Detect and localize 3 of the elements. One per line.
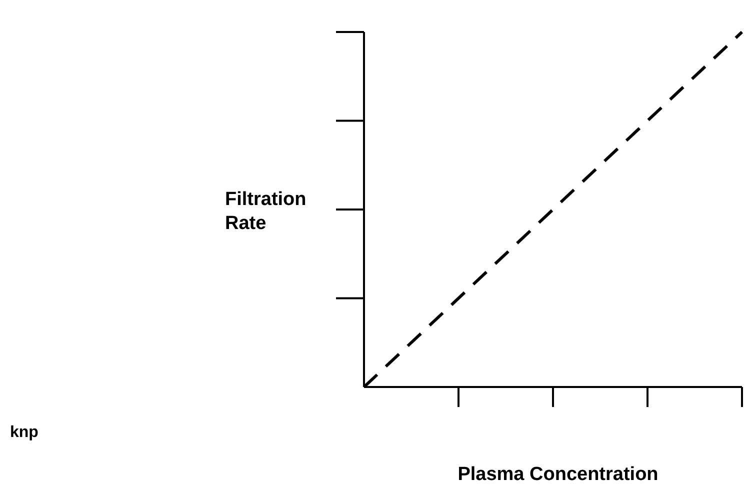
y-axis-title: Filtration Rate	[225, 189, 306, 234]
text: knp	[10, 424, 39, 441]
x-axis-title: Plasma Concentration	[458, 464, 658, 485]
